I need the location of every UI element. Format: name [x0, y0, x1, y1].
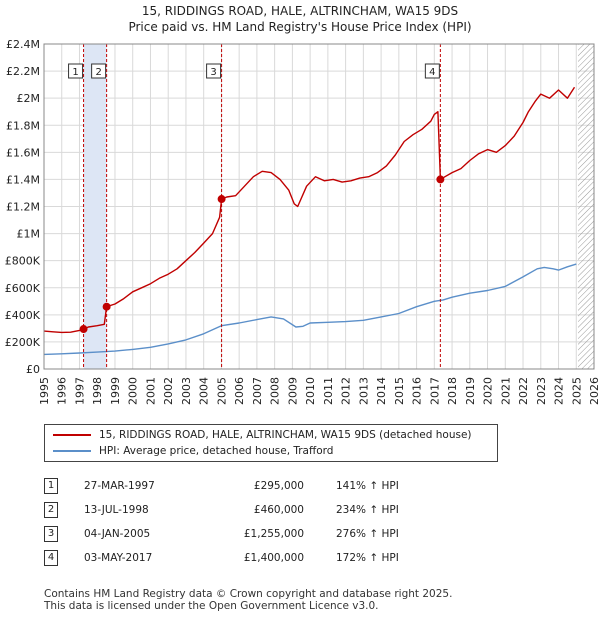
chart-subtitle: Price paid vs. HM Land Registry's House … [128, 20, 472, 34]
legend-item-property: 15, RIDDINGS ROAD, HALE, ALTRINCHAM, WA1… [53, 428, 472, 442]
x-tick-label: 2003 [180, 377, 193, 405]
x-tick-label: 1995 [38, 377, 51, 405]
x-tick-label: 2010 [304, 377, 317, 405]
x-tick-label: 2024 [553, 377, 566, 405]
sale-price: £1,400,000 [243, 552, 304, 564]
sale-price: £460,000 [253, 504, 304, 516]
sale-marker-label: 3 [210, 67, 216, 78]
x-tick-label: 2013 [357, 377, 370, 405]
x-tick-label: 1996 [56, 377, 69, 405]
y-tick-label: £1M [17, 228, 41, 241]
legend-swatch-property [53, 434, 91, 436]
sale-hpi-change: 172% ↑ HPI [336, 552, 399, 564]
shaded-period [83, 44, 107, 369]
x-tick-label: 2008 [269, 377, 282, 405]
sale-marker-label: 2 [95, 67, 101, 78]
footer-copyright: Contains HM Land Registry data © Crown c… [44, 588, 453, 600]
x-tick-label: 2026 [588, 377, 600, 405]
plot-border [43, 43, 595, 370]
legend-label-hpi: HPI: Average price, detached house, Traf… [99, 445, 334, 457]
sale-price: £295,000 [253, 480, 304, 492]
x-tick-label: 2022 [517, 377, 530, 405]
sale-date: 03-MAY-2017 [84, 552, 153, 564]
sale-hpi-change: 276% ↑ HPI [336, 528, 399, 540]
x-tick-label: 2017 [428, 377, 441, 405]
y-tick-label: £2.4M [6, 38, 40, 51]
sale-point [79, 325, 88, 334]
sale-point [436, 175, 445, 184]
x-tick-label: 2002 [162, 377, 175, 405]
sale-marker-label: 1 [72, 67, 78, 78]
x-tick-label: 1999 [109, 377, 122, 405]
sale-marker-box [206, 63, 222, 79]
property-price-line [43, 86, 576, 334]
x-tick-label: 2000 [127, 377, 140, 405]
sale-marker-box [68, 63, 84, 79]
y-tick-label: £1.2M [6, 201, 40, 214]
y-tick-label: £1.6M [6, 146, 40, 159]
x-tick-label: 2009 [286, 377, 299, 405]
x-tick-label: 2011 [322, 377, 335, 405]
x-tick-label: 2018 [446, 377, 459, 405]
footer: Contains HM Land Registry data © Crown c… [44, 588, 452, 612]
table-row: 4 03-MAY-2017 £1,400,000 172% ↑ HPI [44, 546, 456, 570]
x-tick-label: 2016 [411, 377, 424, 405]
x-tick-label: 1997 [73, 377, 86, 405]
legend-item-hpi: HPI: Average price, detached house, Traf… [53, 444, 333, 458]
chart-title: 15, RIDDINGS ROAD, HALE, ALTRINCHAM, WA1… [141, 4, 459, 18]
sale-point [217, 195, 226, 204]
x-tick-label: 2005 [215, 377, 228, 405]
sale-date: 27-MAR-1997 [84, 480, 155, 492]
sale-hpi-change: 141% ↑ HPI [336, 480, 399, 492]
x-tick-label: 2019 [464, 377, 477, 405]
sale-point [102, 302, 111, 311]
sales-table: 1 27-MAR-1997 £295,000 141% ↑ HPI 2 13-J… [44, 474, 456, 570]
sale-number-box: 2 [44, 502, 58, 518]
legend: 15, RIDDINGS ROAD, HALE, ALTRINCHAM, WA1… [44, 424, 498, 462]
projection-hatch [578, 44, 594, 369]
y-tick-label: £1.8M [6, 119, 40, 132]
legend-swatch-hpi [53, 450, 91, 452]
table-row: 3 04-JAN-2005 £1,255,000 276% ↑ HPI [44, 522, 456, 546]
sale-date: 04-JAN-2005 [84, 528, 151, 540]
sale-date: 13-JUL-1998 [84, 504, 149, 516]
legend-label-property: 15, RIDDINGS ROAD, HALE, ALTRINCHAM, WA1… [99, 429, 472, 441]
x-tick-label: 2023 [535, 377, 548, 405]
y-tick-label: £0 [26, 363, 40, 376]
y-tick-label: £600K [5, 282, 41, 295]
x-tick-label: 1998 [91, 377, 104, 405]
table-row: 1 27-MAR-1997 £295,000 141% ↑ HPI [44, 474, 456, 498]
sale-hpi-change: 234% ↑ HPI [336, 504, 399, 516]
x-tick-label: 2004 [198, 377, 211, 405]
x-tick-label: 2007 [251, 377, 264, 405]
x-tick-label: 2025 [570, 377, 583, 405]
table-row: 2 13-JUL-1998 £460,000 234% ↑ HPI [44, 498, 456, 522]
sale-number-box: 4 [44, 550, 58, 566]
y-tick-label: £2M [17, 92, 41, 105]
x-tick-label: 2020 [482, 377, 495, 405]
y-tick-label: £400K [5, 309, 41, 322]
sale-number-box: 1 [44, 478, 58, 494]
x-tick-label: 2001 [144, 377, 157, 405]
y-tick-label: £1.4M [6, 173, 40, 186]
footer-licence: This data is licensed under the Open Gov… [44, 600, 379, 612]
y-tick-label: £2.2M [6, 65, 40, 78]
hpi-line [43, 263, 577, 356]
sale-marker-box [424, 63, 440, 79]
sale-price: £1,255,000 [243, 528, 304, 540]
price-chart: 1 2 3 4 £0 £200K £400K £600K £800K £1M £1.2M £1.4M… [5, 38, 600, 405]
x-tick-label: 2012 [340, 377, 353, 405]
x-tick-label: 2006 [233, 377, 246, 405]
sale-marker-box [91, 63, 107, 79]
x-tick-label: 2021 [499, 377, 512, 405]
y-tick-label: £200K [5, 336, 41, 349]
x-tick-label: 2015 [393, 377, 406, 405]
sale-marker-label: 4 [429, 67, 435, 78]
y-tick-label: £800K [5, 255, 41, 268]
x-tick-label: 2014 [375, 377, 388, 405]
sale-number-box: 3 [44, 526, 58, 542]
